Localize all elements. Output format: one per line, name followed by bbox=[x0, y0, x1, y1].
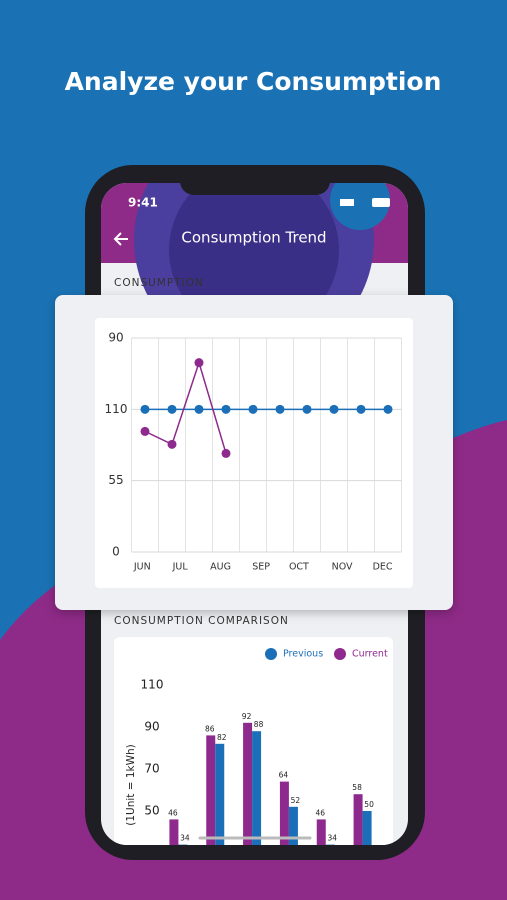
bar bbox=[206, 735, 216, 845]
bar bbox=[169, 819, 179, 845]
bar bbox=[252, 731, 262, 845]
point bbox=[167, 439, 177, 449]
header-decor bbox=[330, 183, 390, 230]
value-label: 52 bbox=[291, 796, 301, 805]
legend-swatch bbox=[265, 648, 277, 660]
point bbox=[221, 404, 231, 414]
section-label: CONSUMPTION COMPARISON bbox=[114, 615, 289, 627]
bar bbox=[215, 743, 225, 845]
y-tick-label: 50 bbox=[144, 804, 159, 818]
line-chart: 0 55 110 90 JUN JUL AUG SEP OCT NOV DEC bbox=[105, 331, 402, 573]
x-tick-label: AUG bbox=[210, 562, 231, 573]
x-tick-label: SEP bbox=[252, 562, 270, 573]
bar bbox=[353, 794, 363, 845]
y-tick-label: 70 bbox=[144, 762, 159, 776]
section-label: CONSUMPTION bbox=[114, 277, 204, 289]
value-label: 86 bbox=[205, 724, 215, 733]
bar bbox=[243, 722, 253, 845]
y-tick-label: 110 bbox=[105, 402, 128, 416]
value-label: 34 bbox=[180, 834, 190, 843]
point bbox=[194, 404, 204, 414]
battery bbox=[372, 198, 390, 207]
bar bbox=[279, 781, 289, 845]
bar bbox=[178, 844, 188, 845]
y-tick-label: 0 bbox=[112, 545, 120, 559]
value-label: 46 bbox=[315, 808, 325, 817]
y-axis-label: (1Unit = 1kWh) bbox=[125, 744, 137, 826]
bar bbox=[316, 819, 326, 845]
line-card bbox=[95, 318, 413, 588]
value-label: 46 bbox=[168, 808, 178, 817]
status-time: 9:41 bbox=[128, 196, 158, 210]
point bbox=[356, 404, 366, 414]
value-label: 82 bbox=[217, 733, 227, 742]
point bbox=[221, 448, 231, 458]
legend-label: Previous bbox=[283, 649, 323, 660]
legend-swatch bbox=[334, 648, 346, 660]
x-tick-label: JUN bbox=[133, 562, 151, 573]
y-tick-label: 110 bbox=[141, 678, 164, 692]
point bbox=[302, 404, 312, 414]
x-tick-label: JUL bbox=[172, 562, 189, 573]
legend-label: Current bbox=[352, 649, 388, 660]
y-tick-label: 90 bbox=[108, 331, 123, 345]
point bbox=[167, 404, 177, 414]
point bbox=[329, 404, 339, 414]
x-tick-label: NOV bbox=[332, 562, 353, 573]
value-label: 88 bbox=[254, 720, 264, 729]
header-decor bbox=[169, 183, 339, 335]
headline: Analyze your Consumption bbox=[65, 67, 442, 96]
y-tick-label: 55 bbox=[108, 473, 123, 487]
point bbox=[275, 404, 285, 414]
x-tick-label: DEC bbox=[373, 562, 393, 573]
value-label: 58 bbox=[352, 783, 362, 792]
bar bbox=[362, 811, 372, 845]
point bbox=[383, 404, 393, 414]
x-tick-label: OCT bbox=[289, 562, 309, 573]
value-label: 34 bbox=[327, 834, 337, 843]
bar-chart: 50 70 90 110 (1Unit = 1kWh) 46 86 92 64 46 58 Curre… bbox=[125, 648, 388, 845]
value-label: 92 bbox=[242, 712, 252, 721]
point bbox=[194, 358, 204, 368]
series-line bbox=[144, 360, 227, 454]
bar bbox=[325, 844, 335, 845]
value-label: 50 bbox=[364, 800, 374, 809]
point bbox=[248, 404, 258, 414]
point bbox=[140, 404, 150, 414]
value-label: 64 bbox=[279, 771, 289, 780]
bar bbox=[288, 806, 298, 845]
y-tick-label: 90 bbox=[144, 720, 159, 734]
status-icons bbox=[340, 199, 354, 206]
point bbox=[140, 426, 150, 436]
back-button[interactable] bbox=[113, 232, 128, 246]
screen-title: Consumption Trend bbox=[181, 229, 326, 247]
notch bbox=[180, 165, 330, 195]
